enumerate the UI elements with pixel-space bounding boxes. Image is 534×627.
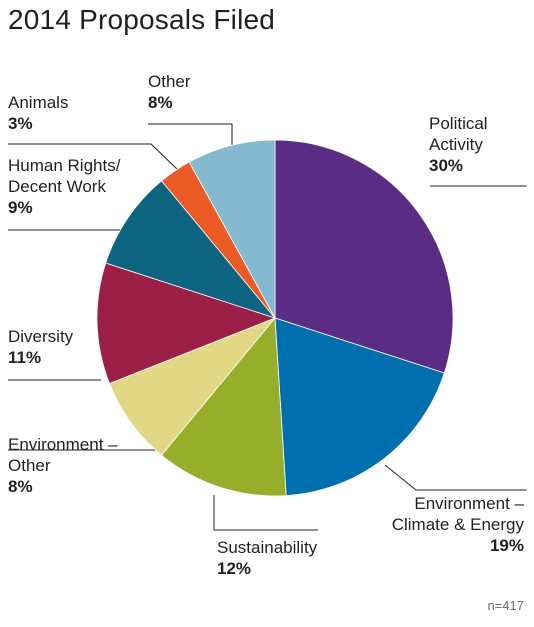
pie-slice-human-rights-decent-work xyxy=(105,180,277,319)
slice-value-label: 8% xyxy=(8,477,33,496)
slice-value-label: 12% xyxy=(217,559,252,578)
slice-value-label: 11% xyxy=(8,348,42,367)
slice-label-political-activity: Political Activity 30% xyxy=(429,113,488,176)
leader-line-environment-climate-energy xyxy=(384,464,527,491)
leader-line-other xyxy=(148,123,233,146)
slice-label-text: Decent Work xyxy=(8,177,106,196)
slice-label-text: Human Rights/ xyxy=(8,156,121,175)
slice-label-diversity: Diversity 11% xyxy=(8,326,73,368)
leader-line-sustainability xyxy=(213,495,318,531)
pie-slice-other xyxy=(188,139,276,319)
pie-slice-political-activity xyxy=(274,139,454,374)
chart-title: 2014 Proposals Filed xyxy=(8,4,276,35)
pie-slices xyxy=(96,139,454,497)
slice-label-text: Climate & Energy xyxy=(391,515,524,534)
slice-value-label: 30% xyxy=(429,156,464,175)
slice-label-text: Sustainability xyxy=(217,538,318,557)
slice-label-environment-climate-energy: Environment – Climate & Energy 19% xyxy=(392,493,524,556)
pie-slice-sustainability xyxy=(160,316,287,497)
slice-label-animals: Animals 3% xyxy=(8,92,68,134)
slice-value-label: 8% xyxy=(148,93,173,112)
slice-value-label: 3% xyxy=(8,114,33,133)
slice-label-text: Political xyxy=(429,114,488,133)
slice-label-environment-other: Environment – Other 8% xyxy=(8,434,118,497)
slice-label-text: Other xyxy=(8,456,51,475)
slice-label-human-rights-decent-work: Human Rights/Decent Work 9% xyxy=(8,155,120,218)
slice-label-text: Animals xyxy=(8,93,69,112)
slice-label-sustainability: Sustainability 12% xyxy=(217,537,317,579)
leader-line-animals xyxy=(8,143,179,171)
pie-slice-environment-climate-energy xyxy=(274,317,445,497)
slice-label-text: Environment – xyxy=(8,435,118,454)
pie-slice-diversity xyxy=(96,262,277,385)
leader-lines xyxy=(8,123,527,531)
slice-value-label: 9% xyxy=(8,198,33,217)
slice-value-label: 19% xyxy=(489,536,524,555)
slice-label-text: Environment – xyxy=(414,494,524,513)
slice-label-text: Diversity xyxy=(8,327,74,346)
slice-label-text: Activity xyxy=(429,135,483,154)
pie-slice-environment-other xyxy=(108,317,276,456)
slice-label-other: Other 8% xyxy=(148,71,191,113)
sample-size-note: n=417 xyxy=(487,598,524,613)
slice-label-text: Other xyxy=(148,72,191,91)
